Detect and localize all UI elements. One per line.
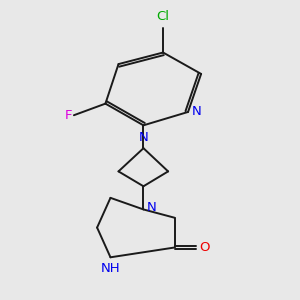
Text: NH: NH [101,262,120,275]
Text: N: N [147,202,157,214]
Text: O: O [200,241,210,254]
Text: F: F [65,109,72,122]
Text: N: N [192,106,202,118]
Text: Cl: Cl [157,11,169,23]
Text: N: N [139,131,148,144]
